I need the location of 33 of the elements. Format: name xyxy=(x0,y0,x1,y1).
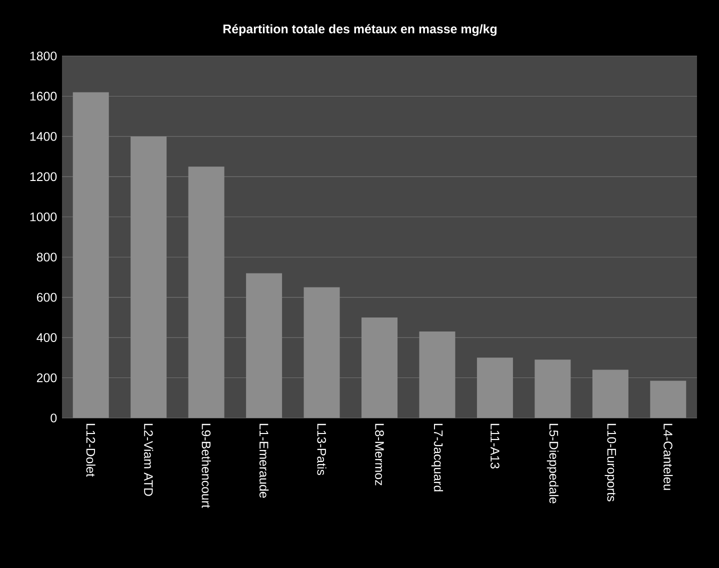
bar xyxy=(362,317,398,418)
y-tick-label: 1400 xyxy=(30,132,57,141)
bar xyxy=(130,136,167,418)
bar xyxy=(476,358,513,418)
x-tick-label: L4-Canteleu xyxy=(664,424,673,490)
y-tick-label: 1200 xyxy=(30,172,57,182)
bar xyxy=(419,332,456,418)
x-tick-label: L1-Emeraude xyxy=(259,424,269,498)
x-tick-label: L11-A13 xyxy=(490,424,500,468)
bar xyxy=(592,370,628,418)
x-tick-label: L9-Bethencourt xyxy=(202,424,211,508)
y-tick-label: 1600 xyxy=(30,92,57,101)
x-tick-label: L8-Mermoz xyxy=(375,424,384,486)
bar xyxy=(534,360,571,418)
bar xyxy=(650,380,686,418)
x-tick-label: L5-Dieppedale xyxy=(546,424,558,504)
bar xyxy=(188,166,224,418)
y-tick-label: 1000 xyxy=(30,212,57,222)
y-tick-label: 400 xyxy=(36,333,57,342)
chart-title: Répartition totale des métaux en masse mg/kg xyxy=(223,24,497,36)
bar xyxy=(304,287,340,418)
x-tick-label: L2-Viam ATD xyxy=(144,424,154,496)
x-tick-label: L13-Patis xyxy=(317,424,326,476)
y-tick-label: 0 xyxy=(50,414,57,422)
y-tick-label: 600 xyxy=(36,292,57,302)
bar xyxy=(72,92,109,418)
bar xyxy=(246,273,282,418)
y-tick-label: 200 xyxy=(36,373,57,382)
y-tick-label: 800 xyxy=(36,252,57,262)
y-tick-label: 1800 xyxy=(30,52,57,60)
x-tick-label: L12-Dolet xyxy=(86,424,96,477)
x-tick-label: L10-Euroports xyxy=(604,424,616,502)
x-tick-label: L7-Jacquard xyxy=(431,424,444,492)
